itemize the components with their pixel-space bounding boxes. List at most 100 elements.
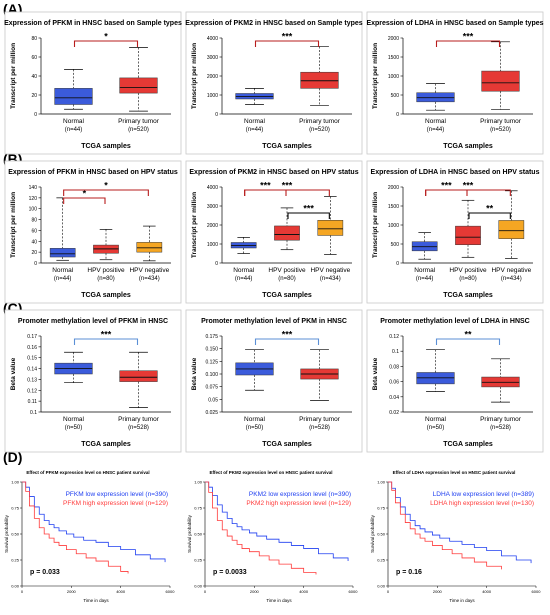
x-category-label: HPV negative (129, 267, 169, 274)
x-category-n: (n=44) (235, 276, 253, 282)
x-category-n: (n=434) (501, 276, 522, 282)
box-primary-tumor (119, 47, 158, 112)
significance-label: *** (260, 181, 271, 191)
panels-group: Expression of PFKM in HNSC based on Samp… (4, 11, 544, 603)
y-tick-label: 0.25 (377, 558, 386, 563)
survival-curve-high (22, 481, 129, 574)
legend-entry-high: PKM2 high expression level (n=129) (246, 500, 351, 507)
box-normal (235, 349, 274, 391)
box-panel-a1: Expression of PFKM in HNSC based on Samp… (4, 11, 182, 155)
y-tick-label: 0 (396, 112, 399, 118)
y-tick-label: 60 (31, 55, 37, 61)
y-axis-label: Beta value (10, 357, 17, 390)
box-iqr (54, 88, 93, 105)
y-axis-label: Survival probability (4, 514, 9, 553)
chart-title: Promoter methylation level of PKM in HNS… (201, 318, 347, 325)
y-tick-label: 0.00 (377, 584, 386, 589)
box-primary-tumor (481, 358, 520, 403)
chart-title: Expression of PFKM in HNSC based on HPV … (8, 169, 178, 176)
significance-label: *** (463, 181, 474, 191)
box-panel-a2: Expression of PKM2 in HNSC based on Samp… (185, 11, 363, 155)
y-tick-label: 40 (31, 239, 37, 245)
significance-bracket (435, 40, 501, 47)
y-tick-label: 0.04 (389, 395, 399, 401)
y-tick-label: 0.16 (27, 345, 37, 351)
y-tick-label: 0.02 (389, 410, 399, 416)
y-tick-label: 4000 (207, 185, 218, 191)
x-category-n: (n=520) (309, 127, 330, 133)
box-normal (54, 351, 93, 384)
y-tick-label: 0.50 (11, 532, 20, 537)
legend-entry-low: LDHA low expression level (n=389) (433, 491, 534, 498)
box-panel-b2: Expression of PKM2 in HNSC based on HPV … (185, 160, 363, 304)
box-panel-c1: Promoter methylation level of PFKM in HN… (4, 309, 182, 453)
box-normal (416, 349, 455, 392)
chart-title: Promoter methylation level of PFKM in HN… (18, 318, 168, 325)
x-category-n: (n=80) (278, 276, 296, 282)
y-tick-label: 2000 (388, 36, 399, 42)
box-hpv-negative (317, 196, 344, 255)
x-category-label: Normal (244, 416, 266, 423)
x-tick-label: 6000 (532, 589, 542, 594)
km-panel-d2: Effect of PKM2 expression level on HNSC … (187, 470, 358, 603)
y-tick-label: 0 (34, 112, 37, 118)
y-tick-label: 0.50 (194, 532, 203, 537)
box-hpv-negative (136, 225, 163, 262)
x-tick-label: 4000 (299, 589, 309, 594)
x-axis-label: TCGA samples (81, 143, 131, 150)
x-category-label: HPV positive (449, 267, 487, 274)
y-tick-label: 1500 (388, 204, 399, 210)
y-tick-label: 0.1 (392, 349, 399, 355)
x-category-label: Normal (425, 118, 447, 125)
chart-title: Expression of PFKM in HNSC based on Samp… (4, 20, 182, 27)
y-tick-label: 1000 (388, 74, 399, 80)
significance-label: *** (303, 204, 314, 214)
chart-title: Effect of PFKM expression level on HNSC … (26, 470, 149, 475)
box-primary-tumor (300, 349, 339, 401)
box-primary-tumor (300, 46, 339, 106)
box-iqr (300, 71, 339, 89)
x-axis-label: Time in days (449, 598, 475, 603)
box-panel-b3: Expression of LDHA in HNSC based on HPV … (366, 160, 544, 304)
x-tick-label: 6000 (166, 589, 176, 594)
x-category-n: (n=44) (416, 276, 434, 282)
x-category-n: (n=520) (490, 127, 511, 133)
box-iqr (119, 370, 158, 382)
y-tick-label: 0.12 (27, 388, 37, 394)
box-normal (54, 68, 93, 110)
significance-bracket (287, 212, 330, 219)
x-category-label: Normal (244, 118, 266, 125)
legend-entry-low: PKM2 low expression level (n=390) (249, 491, 351, 498)
significance-label: *** (441, 181, 452, 191)
y-axis-label: Transcript per million (372, 43, 379, 109)
y-tick-label: 0.12 (389, 334, 399, 340)
box-panel-a3: Expression of LDHA in HNSC based on Samp… (366, 11, 544, 155)
box-panel-c2: Promoter methylation level of PKM in HNS… (185, 309, 363, 453)
y-tick-label: 0.025 (205, 410, 218, 416)
box-iqr (317, 220, 344, 236)
significance-bracket (244, 189, 330, 196)
y-tick-label: 4000 (207, 36, 218, 42)
x-category-n: (n=80) (459, 276, 477, 282)
box-iqr (49, 248, 76, 258)
y-tick-label: 80 (31, 218, 37, 224)
y-tick-label: 0.06 (389, 380, 399, 386)
y-tick-label: 0.75 (11, 506, 20, 511)
y-tick-label: 60 (31, 228, 37, 234)
x-category-label: Primary tumor (118, 118, 160, 125)
x-tick-label: 4000 (482, 589, 492, 594)
significance-label: *** (282, 32, 293, 42)
y-tick-label: 1.00 (11, 480, 20, 485)
y-tick-label: 0.05 (208, 397, 218, 403)
x-category-n: (n=528) (128, 425, 149, 431)
y-tick-label: 0.13 (27, 377, 37, 383)
y-tick-label: 1000 (388, 223, 399, 229)
box-panel-b1: Expression of PFKM in HNSC based on HPV … (4, 160, 182, 304)
box-iqr (119, 77, 158, 94)
box-normal (411, 232, 438, 260)
survival-curve-high (388, 481, 502, 570)
survival-curve-low (22, 481, 166, 563)
x-tick-label: 6000 (349, 589, 359, 594)
box-panel-c3: Promoter methylation level of LDHA in HN… (366, 309, 544, 453)
